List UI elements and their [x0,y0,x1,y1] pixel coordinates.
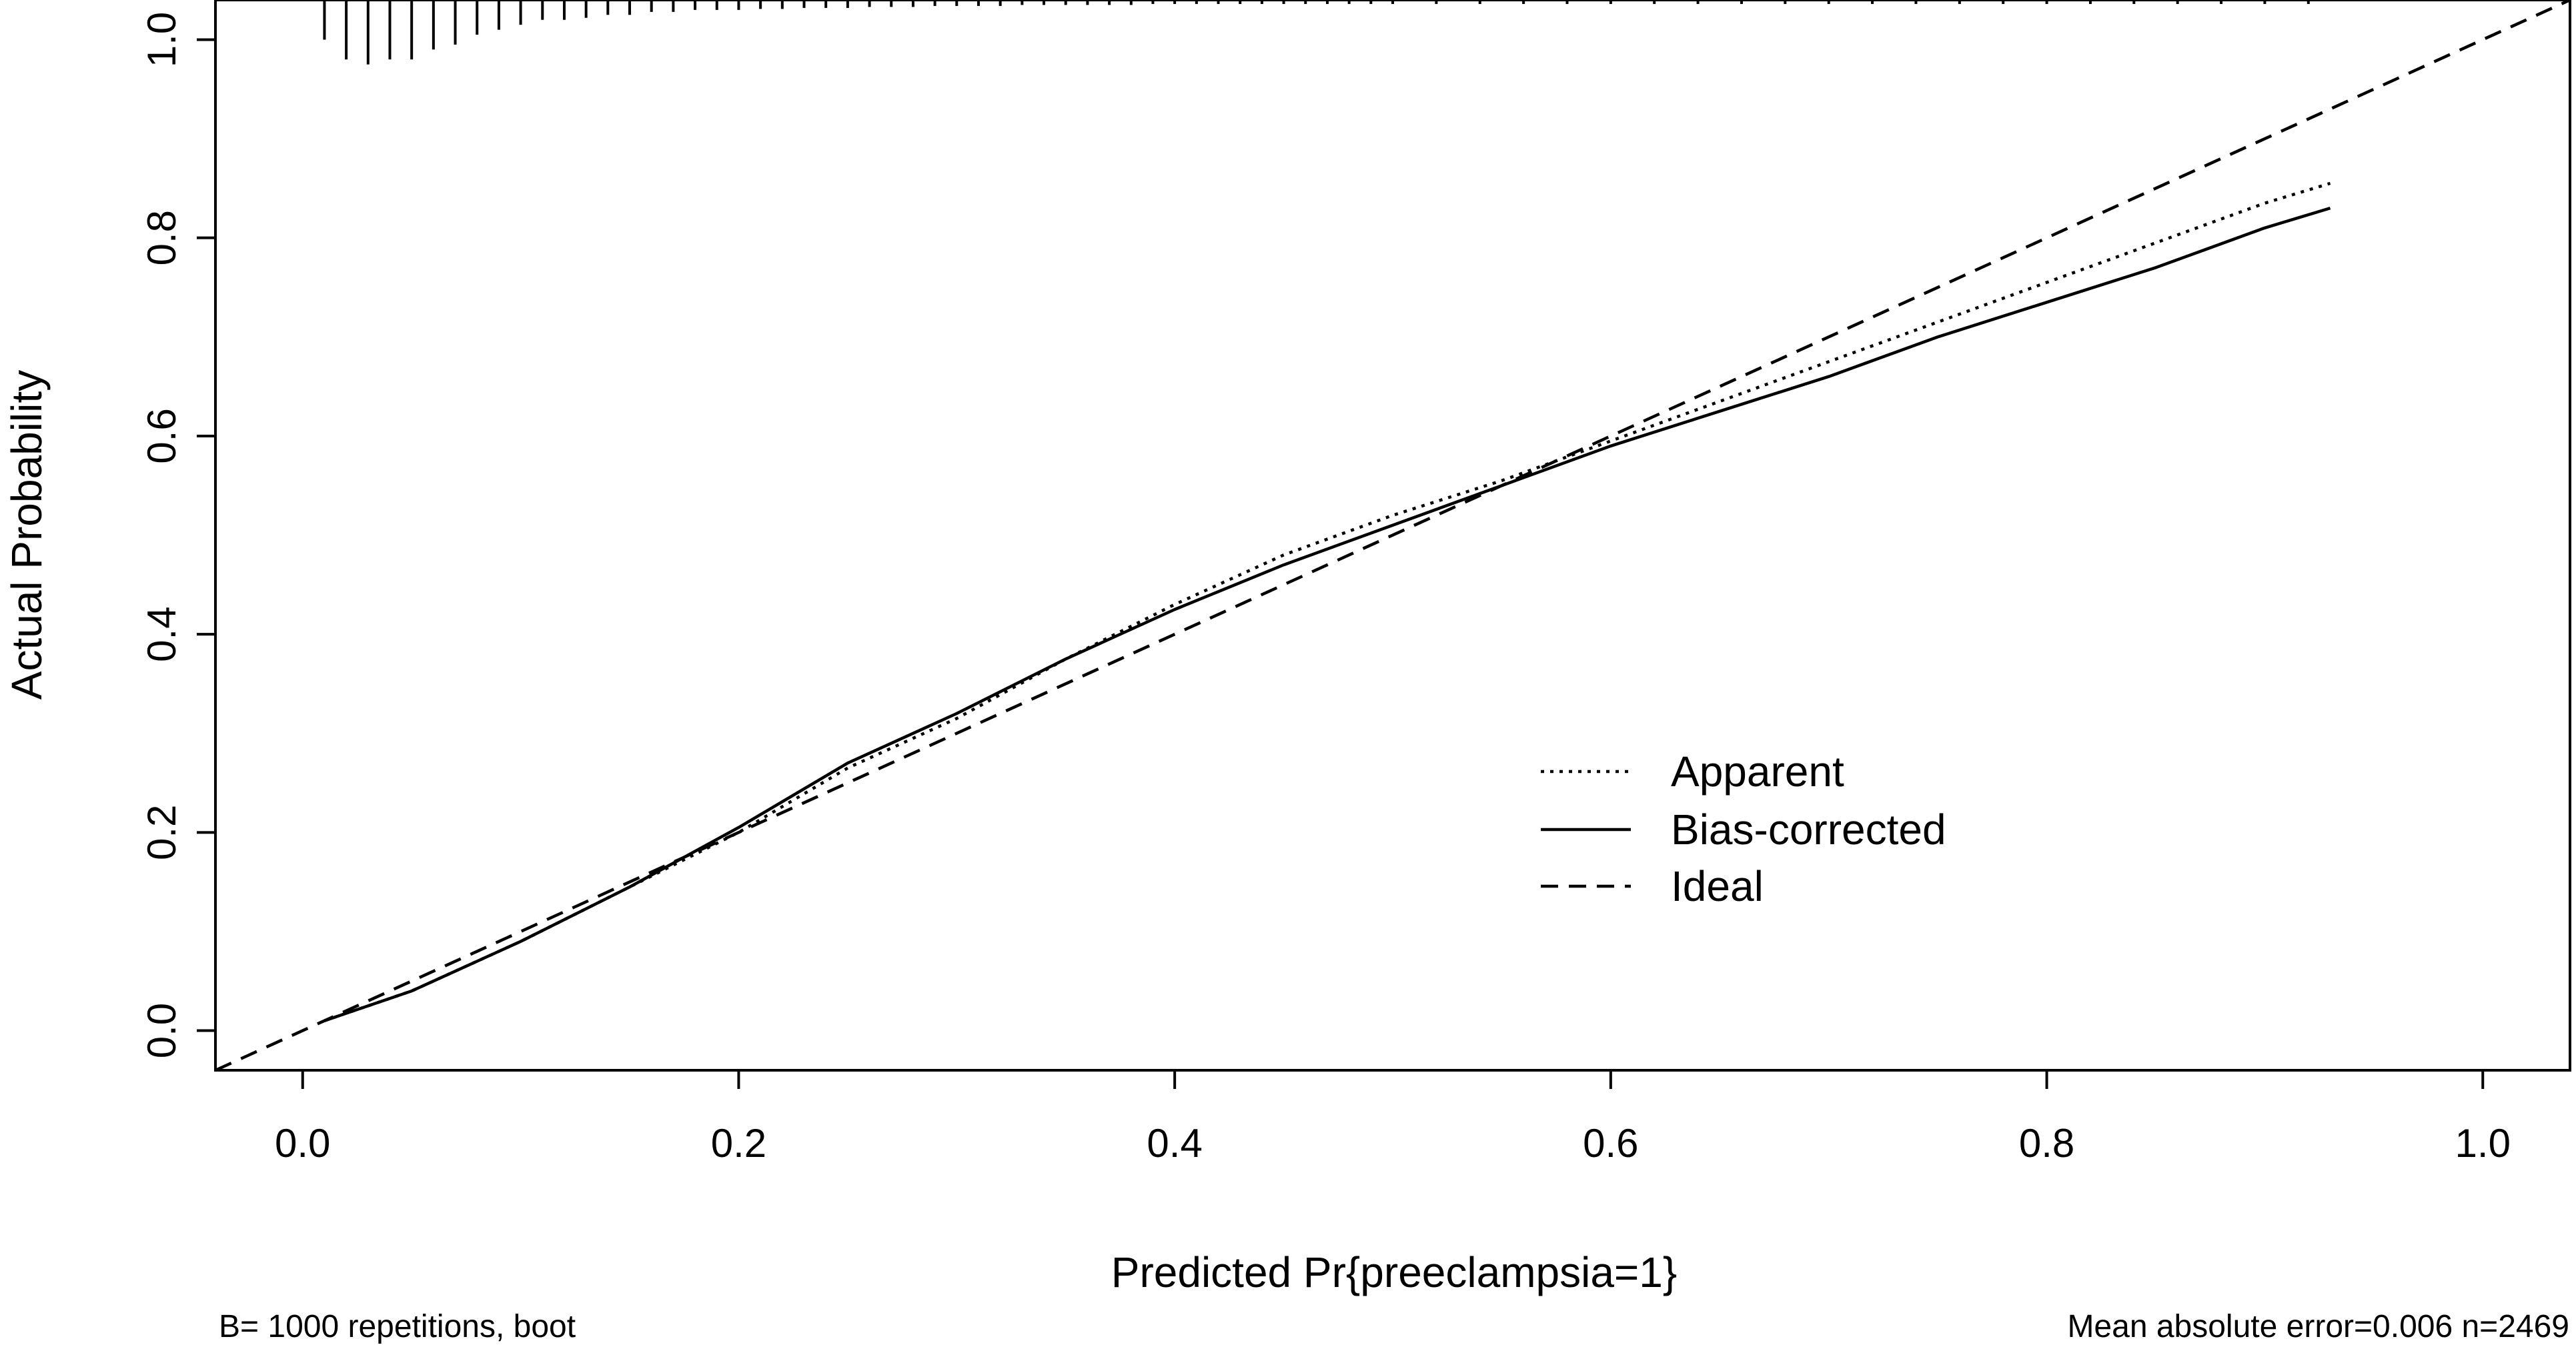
series-line-bias-corrected [324,206,2331,1022]
x-axis: 0.0 0.2 0.4 0.6 0.8 1.0 [275,1069,2511,1166]
y-tick-label: 0.4 [139,606,184,661]
legend-label-bias-corrected: Bias-corrected [1671,806,1946,854]
y-tick-label: 0.8 [139,210,184,265]
x-axis-label: Predicted Pr{preeclampsia=1} [1111,1248,1678,1296]
y-tick-label: 0.6 [139,408,184,463]
legend-label-ideal: Ideal [1671,862,1764,910]
series-line-apparent [324,181,2331,1022]
y-axis-label: Actual Probability [3,370,51,700]
rug-marks [323,0,2310,65]
x-tick-label: 0.0 [275,1121,330,1166]
footnote-mean-absolute-error: Mean absolute error=0.006 n=2469 [2067,1309,2569,1344]
x-tick-label: 0.4 [1147,1121,1202,1166]
x-tick-label: 0.6 [1583,1121,1638,1166]
x-tick-label: 0.8 [2019,1121,2074,1166]
series-lines [215,0,2571,1072]
footnote-repetitions: B= 1000 repetitions, boot [219,1309,576,1344]
y-tick-label: 0.2 [139,805,184,860]
legend-label-apparent: Apparent [1671,748,1844,796]
series-line-ideal [215,0,2571,1072]
y-tick-label: 1.0 [139,12,184,67]
x-tick-label: 1.0 [2455,1121,2511,1166]
x-tick-label: 0.2 [711,1121,766,1166]
legend: Apparent Bias-corrected Ideal [1541,748,1946,910]
y-tick-label: 0.0 [139,1003,184,1058]
y-axis: 0.0 0.2 0.4 0.6 0.8 1.0 [139,12,217,1058]
